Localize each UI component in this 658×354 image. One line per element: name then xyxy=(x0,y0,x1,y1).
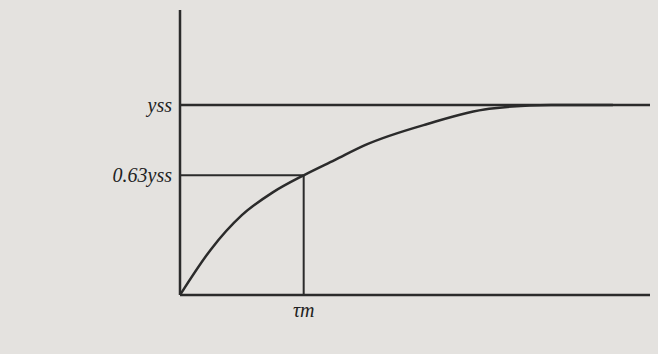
svg-text:yss: yss xyxy=(146,94,173,117)
svg-text:0.63yss: 0.63yss xyxy=(113,164,173,187)
svg-text:τm: τm xyxy=(293,299,315,321)
